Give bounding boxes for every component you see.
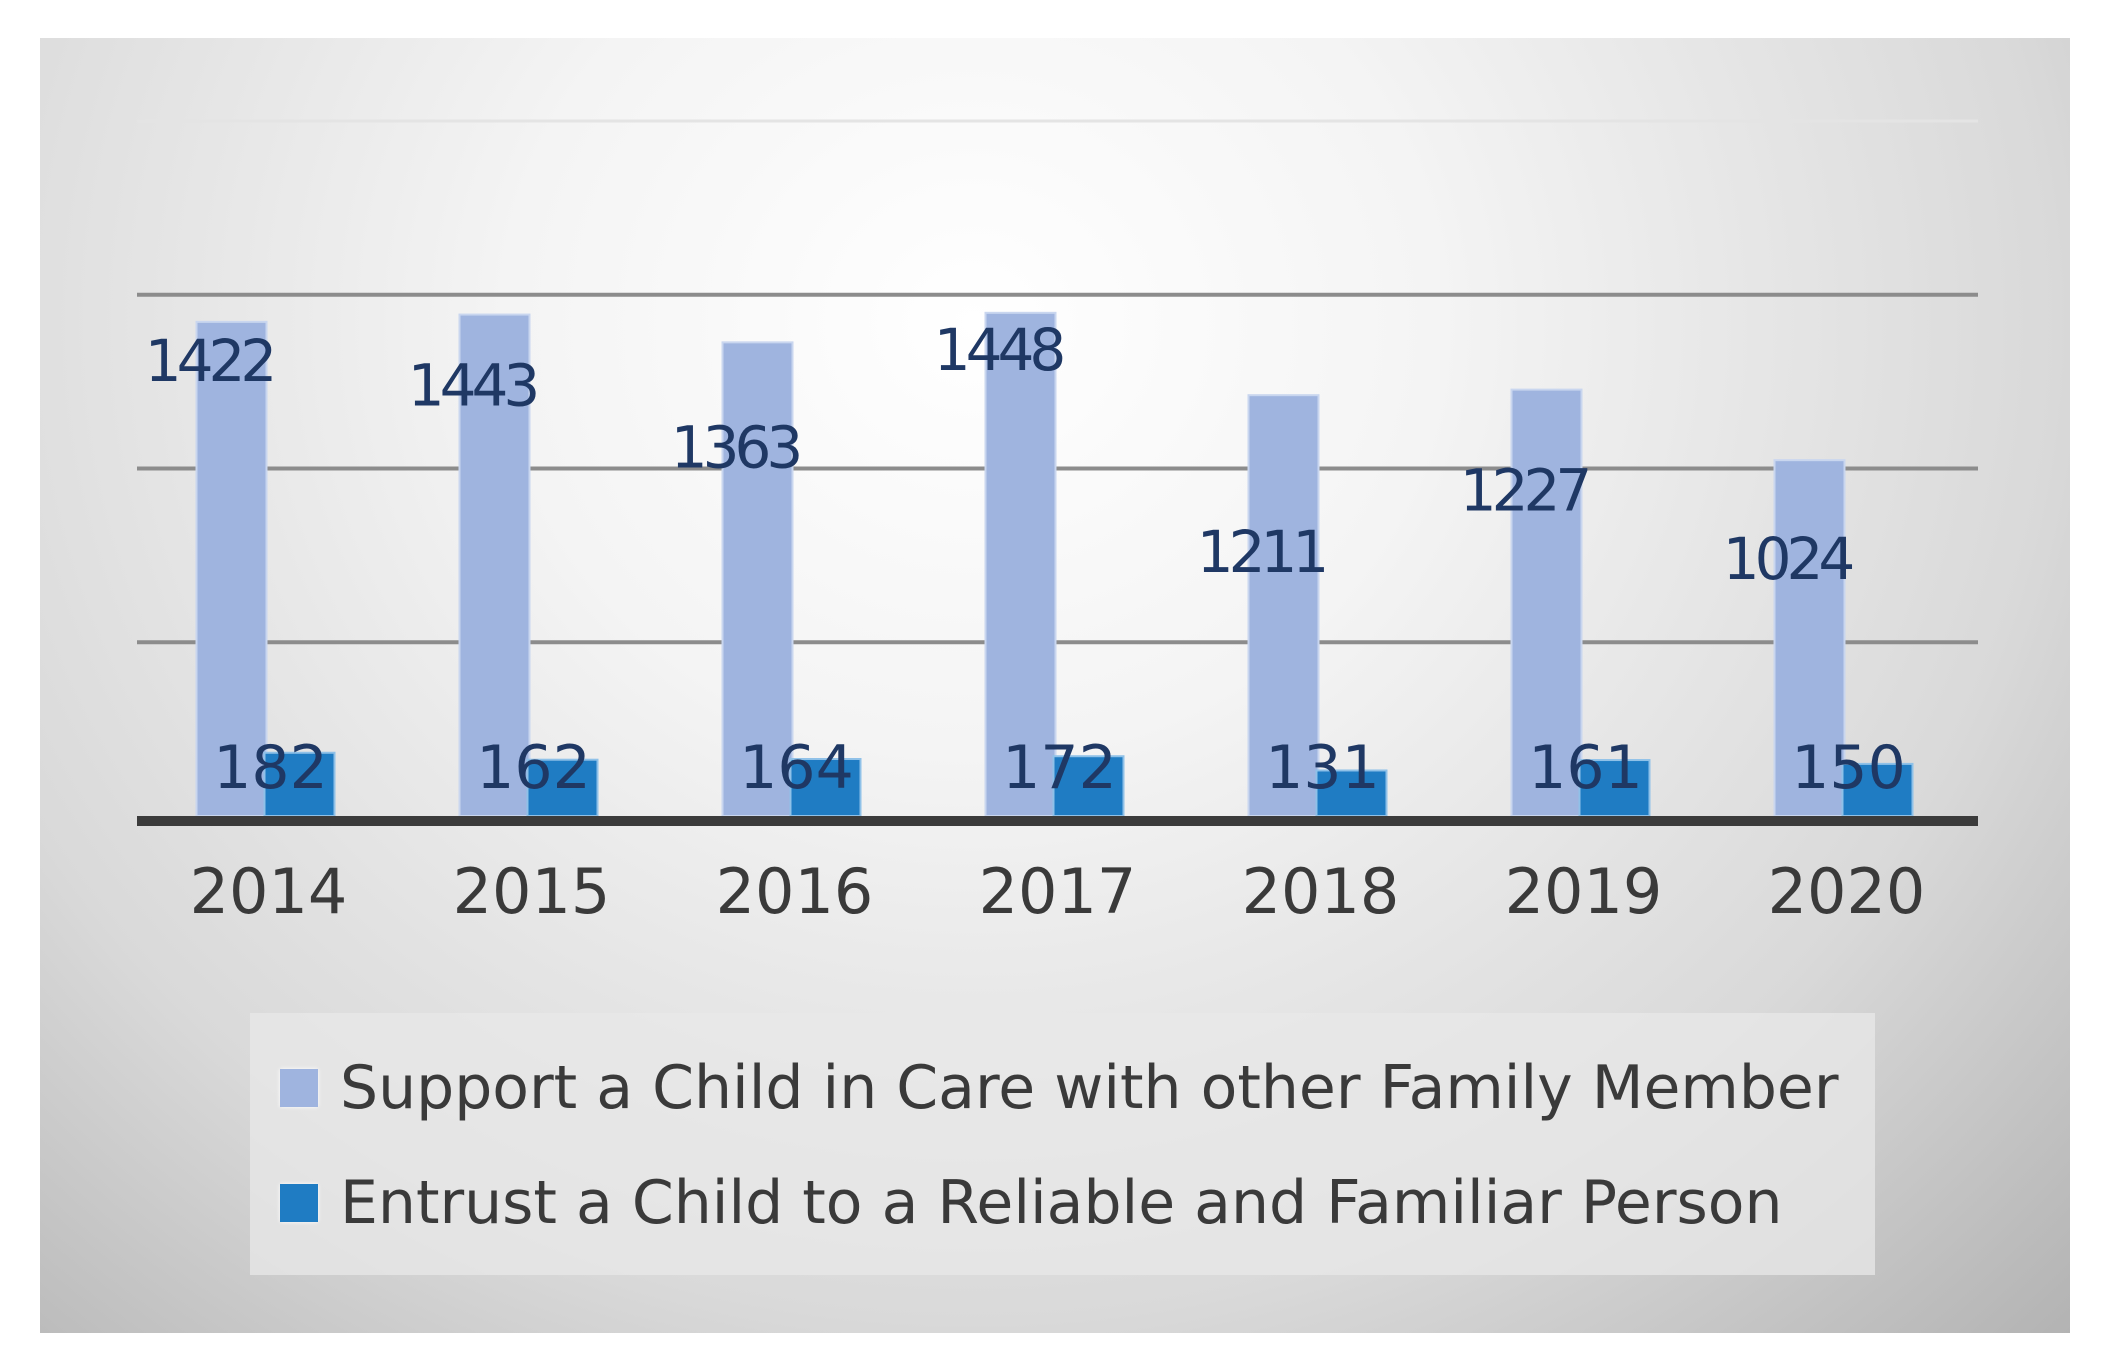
data-label-series-b-2015: 162	[476, 733, 591, 803]
legend-label-series-b: Entrust a Child to a Reliable and Famili…	[340, 1168, 1783, 1238]
bar-series-b-2016	[789, 758, 862, 818]
legend-item-series-b: Entrust a Child to a Reliable and Famili…	[280, 1168, 1783, 1238]
chart-panel: 1422 182 1443 162 1363 164 1448 172 1211 131 1227 1…	[40, 38, 2070, 1333]
data-label-series-a-2019: 1227	[1460, 457, 1588, 525]
data-label-series-b-2016: 164	[739, 733, 854, 803]
legend-item-series-a: Support a Child in Care with other Famil…	[280, 1053, 1839, 1123]
bar-series-a-2017	[984, 311, 1057, 817]
bar-series-a-2018	[1247, 394, 1320, 817]
legend-swatch-series-a	[280, 1069, 318, 1107]
legend-label-series-a: Support a Child in Care with other Famil…	[340, 1053, 1839, 1123]
data-label-series-b-2017: 172	[1002, 733, 1117, 803]
bar-series-a-2016	[721, 341, 794, 817]
bar-series-a-2014	[195, 320, 268, 817]
bar-series-a-2019	[1510, 388, 1583, 817]
data-label-series-a-2018: 1211	[1197, 518, 1325, 586]
data-label-series-b-2019: 161	[1528, 733, 1643, 803]
legend-swatch-series-b	[280, 1184, 318, 1222]
data-label-series-b-2014: 182	[213, 733, 328, 803]
data-label-series-a-2015: 1443	[408, 352, 537, 420]
bar-series-b-2018	[1315, 769, 1388, 817]
x-tick-label-2019: 2019	[1505, 855, 1663, 928]
data-label-series-a-2014: 1422	[145, 327, 273, 395]
bar-series-a-2015	[458, 313, 531, 817]
x-tick-label-2016: 2016	[716, 855, 874, 928]
data-label-series-a-2017: 1448	[934, 316, 1063, 384]
bar-series-b-2020	[1841, 762, 1914, 817]
x-tick-label-2020: 2020	[1768, 855, 1926, 928]
x-tick-label-2017: 2017	[979, 855, 1137, 928]
x-tick-label-2014: 2014	[190, 855, 348, 928]
bar-series-b-2019	[1578, 759, 1651, 817]
legend: Support a Child in Care with other Famil…	[250, 1013, 1875, 1275]
x-tick-label-2015: 2015	[453, 855, 611, 928]
bar-chart: 1422 182 1443 162 1363 164 1448 172 1211 131 1227 1…	[137, 119, 1978, 928]
data-label-series-a-2020: 1024	[1723, 525, 1853, 593]
x-tick-label-2018: 2018	[1242, 855, 1400, 928]
data-label-series-b-2020: 150	[1791, 733, 1906, 803]
data-label-series-b-2018: 131	[1265, 733, 1380, 803]
bar-series-b-2017	[1052, 755, 1125, 817]
data-label-series-a-2016: 1363	[671, 413, 800, 481]
